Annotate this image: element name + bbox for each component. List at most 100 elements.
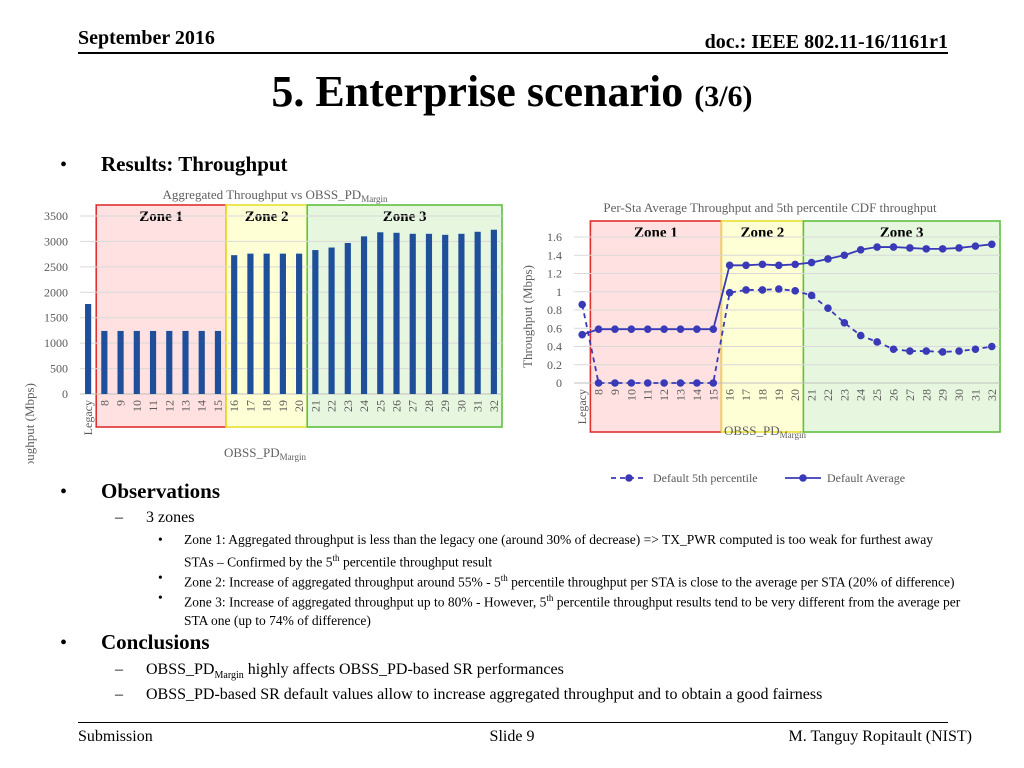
legend-label-1: Default 5th percentile bbox=[653, 471, 758, 485]
point-s2-31 bbox=[971, 242, 980, 250]
x-tick-label: 24 bbox=[854, 389, 868, 401]
x-tick-label: 15 bbox=[706, 389, 720, 401]
x-tick-label: 31 bbox=[471, 400, 485, 412]
obs-zone1-line1: Zone 1: Aggregated throughput is less th… bbox=[184, 532, 934, 547]
zone-3-label: Zone 3 bbox=[383, 209, 427, 225]
x-tick-label: 19 bbox=[772, 389, 786, 401]
point-s2-28 bbox=[922, 245, 931, 253]
bar-19 bbox=[279, 253, 286, 394]
point-s1-24 bbox=[856, 331, 865, 340]
y-tick-label: 1 bbox=[556, 285, 562, 299]
obs-zone3-line2: STA one (up to 74% of difference) bbox=[184, 612, 371, 628]
point-s2-30 bbox=[955, 244, 963, 252]
point-s1-30 bbox=[955, 347, 963, 355]
point-s2-26 bbox=[889, 243, 898, 251]
x-tick-label: 16 bbox=[723, 389, 737, 401]
header-rule bbox=[78, 52, 948, 54]
slide-title: 5. Enterprise scenario (3/6) bbox=[0, 66, 1024, 117]
bar-27 bbox=[409, 233, 416, 394]
point-s2-12 bbox=[660, 325, 668, 333]
point-s2-27 bbox=[906, 244, 914, 252]
chart1-bars bbox=[85, 229, 497, 394]
point-s1-Legacy bbox=[578, 300, 586, 309]
legend-marker-1 bbox=[625, 474, 633, 482]
bar-23 bbox=[344, 242, 351, 394]
point-s2-14 bbox=[693, 325, 701, 333]
point-s1-21 bbox=[807, 291, 816, 300]
point-s2-16 bbox=[725, 261, 734, 270]
header-date: September 2016 bbox=[78, 27, 215, 49]
dash: – bbox=[115, 686, 123, 703]
point-s2-20 bbox=[791, 260, 799, 269]
point-s1-20 bbox=[791, 287, 799, 295]
y-tick-label: 1500 bbox=[44, 311, 68, 325]
bullet-observations: Observations bbox=[101, 479, 221, 503]
point-s2-11 bbox=[643, 325, 652, 333]
y-tick-label: 3000 bbox=[44, 234, 68, 248]
x-tick-label: 8 bbox=[97, 400, 111, 406]
y-tick-label: 0 bbox=[62, 387, 68, 401]
y-tick-label: 1.2 bbox=[547, 267, 562, 281]
point-s1-29 bbox=[938, 348, 947, 356]
chart1-title-main: Aggregated Throughput vs OBSS_PD bbox=[162, 187, 361, 202]
aggregated-throughput-chart: Aggregated Throughput vs OBSS_PDMargin Z… bbox=[22, 187, 503, 464]
bar-10 bbox=[133, 330, 140, 394]
bar-11 bbox=[149, 330, 157, 394]
obs-zone1-line2: STAs – Confirmed by the 5th percentile t… bbox=[184, 553, 493, 570]
x-tick-label: 26 bbox=[887, 389, 901, 401]
bar-15 bbox=[214, 330, 222, 394]
y-tick-label: 0.4 bbox=[547, 340, 562, 354]
conclusion-2: OBSS_PD-based SR default values allow to… bbox=[146, 686, 823, 703]
y-tick-label: 1.6 bbox=[547, 230, 562, 244]
point-s1-13 bbox=[676, 379, 685, 387]
point-s1-16 bbox=[725, 288, 734, 297]
conclusion-1: OBSS_PDMargin highly affects OBSS_PD-bas… bbox=[146, 661, 564, 682]
bar-31 bbox=[474, 231, 481, 394]
chart2-x-axis-label: OBSS_PDMargin bbox=[724, 423, 806, 440]
x-tick-label: 30 bbox=[454, 400, 468, 412]
x-tick-label: 20 bbox=[788, 389, 802, 401]
bar-12 bbox=[166, 330, 173, 394]
chart2-legend: Default 5th percentile Default Average bbox=[611, 471, 905, 485]
zone-3-box bbox=[306, 204, 503, 428]
bar-28 bbox=[425, 233, 433, 394]
x-tick-label: 13 bbox=[674, 389, 688, 401]
point-s1-18 bbox=[758, 286, 767, 294]
point-s1-10 bbox=[627, 379, 636, 387]
y-tick-label: 1000 bbox=[44, 336, 68, 350]
chart2-lines bbox=[578, 240, 996, 387]
bar-14 bbox=[198, 330, 205, 394]
x-tick-label: 16 bbox=[227, 400, 241, 412]
y-tick-label: 0.8 bbox=[547, 303, 562, 317]
x-tick-label: 14 bbox=[690, 389, 704, 401]
bar-24 bbox=[360, 236, 368, 394]
y-tick-label: 0 bbox=[556, 376, 562, 390]
zone-1-label: Zone 1 bbox=[139, 209, 183, 225]
point-s1-22 bbox=[824, 304, 832, 312]
bar-16 bbox=[231, 255, 238, 394]
bullet-conclusions: Conclusions bbox=[101, 630, 210, 654]
dash: – bbox=[115, 661, 123, 678]
x-tick-label: 27 bbox=[903, 389, 917, 401]
bar-18 bbox=[263, 253, 270, 394]
bar-Legacy bbox=[85, 303, 92, 394]
bar-21 bbox=[312, 250, 319, 394]
point-s2-17 bbox=[742, 261, 750, 270]
chart1-zones: Zone 1 Zone 2 Zone 3 bbox=[95, 204, 503, 428]
footer-author: M. Tanguy Ropitault (NIST) bbox=[788, 728, 972, 745]
y-tick-label: 2000 bbox=[44, 285, 68, 299]
zone-3-label: Zone 3 bbox=[880, 225, 924, 241]
header-doc-id: doc.: IEEE 802.11-16/1161r1 bbox=[704, 31, 948, 53]
bar-30 bbox=[458, 233, 465, 394]
x-tick-label: 12 bbox=[657, 389, 671, 401]
zone-2-label: Zone 2 bbox=[741, 225, 785, 241]
point-s1-32 bbox=[988, 342, 996, 351]
zone-2-box bbox=[720, 220, 805, 433]
point-s2-8 bbox=[594, 325, 603, 333]
point-s2-24 bbox=[856, 245, 865, 254]
x-tick-label: 29 bbox=[936, 389, 950, 401]
per-sta-throughput-chart: Per-Sta Average Throughput and 5th perce… bbox=[520, 200, 1001, 485]
point-s1-23 bbox=[840, 318, 849, 327]
x-tick-label: 28 bbox=[422, 400, 436, 412]
point-s1-17 bbox=[742, 286, 750, 294]
